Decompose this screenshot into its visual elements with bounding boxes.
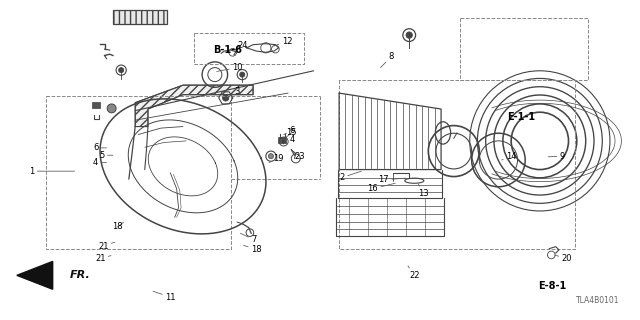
Polygon shape xyxy=(17,261,52,289)
Text: 13: 13 xyxy=(418,184,429,198)
Text: 23: 23 xyxy=(291,152,305,161)
Text: 9: 9 xyxy=(548,152,564,161)
Circle shape xyxy=(240,72,245,77)
Text: 5: 5 xyxy=(99,151,113,160)
Text: 17: 17 xyxy=(378,175,406,184)
Circle shape xyxy=(223,95,229,101)
Text: 19: 19 xyxy=(269,154,284,163)
Circle shape xyxy=(282,140,285,143)
Text: 7: 7 xyxy=(241,233,257,244)
Text: TLA4B0101: TLA4B0101 xyxy=(576,296,620,305)
Text: 3: 3 xyxy=(227,87,240,98)
Text: 1: 1 xyxy=(29,167,75,176)
Text: 18: 18 xyxy=(112,222,124,231)
Text: 14: 14 xyxy=(502,152,516,161)
Text: B-1-6: B-1-6 xyxy=(213,45,242,55)
Circle shape xyxy=(118,68,124,73)
Text: 4: 4 xyxy=(93,158,106,167)
Text: FR.: FR. xyxy=(70,270,91,280)
Text: 6: 6 xyxy=(284,126,294,135)
Text: 8: 8 xyxy=(381,52,394,68)
Circle shape xyxy=(107,104,116,113)
Text: E-8-1: E-8-1 xyxy=(538,281,566,291)
Text: 6: 6 xyxy=(93,143,106,152)
Bar xyxy=(278,137,285,143)
Text: 12: 12 xyxy=(274,37,292,46)
Text: 24: 24 xyxy=(232,41,248,51)
Text: 15: 15 xyxy=(284,128,296,139)
Bar xyxy=(92,102,100,108)
Text: 11: 11 xyxy=(153,291,175,301)
Text: 4: 4 xyxy=(284,135,294,144)
Text: E-1-1: E-1-1 xyxy=(507,112,535,122)
Polygon shape xyxy=(135,85,253,126)
Text: 2: 2 xyxy=(340,171,362,182)
Text: 21: 21 xyxy=(98,242,115,251)
Text: 21: 21 xyxy=(95,254,111,263)
Text: 10: 10 xyxy=(217,63,243,72)
Circle shape xyxy=(268,154,273,159)
Bar xyxy=(113,10,167,24)
Circle shape xyxy=(406,32,412,38)
Text: 22: 22 xyxy=(408,266,420,280)
Text: 16: 16 xyxy=(367,183,395,193)
Text: 18: 18 xyxy=(244,245,262,254)
Text: 20: 20 xyxy=(554,254,572,263)
